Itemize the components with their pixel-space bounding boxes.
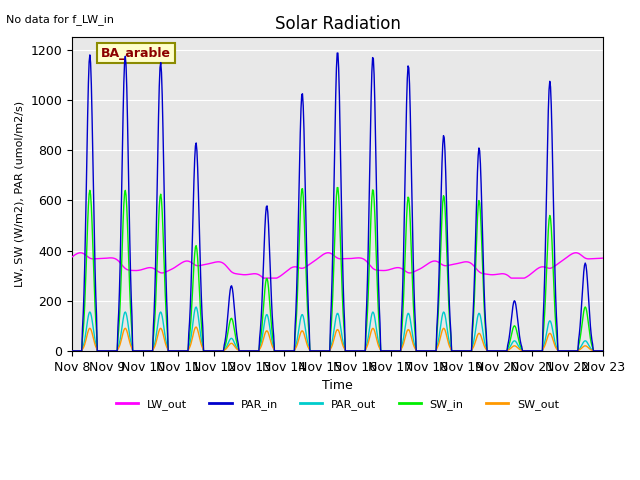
Legend: LW_out, PAR_in, PAR_out, SW_in, SW_out: LW_out, PAR_in, PAR_out, SW_in, SW_out <box>111 395 564 414</box>
Title: Solar Radiation: Solar Radiation <box>275 15 401 33</box>
X-axis label: Time: Time <box>322 379 353 392</box>
Text: No data for f_LW_in: No data for f_LW_in <box>6 14 115 25</box>
Text: BA_arable: BA_arable <box>101 47 171 60</box>
Y-axis label: LW, SW (W/m2), PAR (umol/m2/s): LW, SW (W/m2), PAR (umol/m2/s) <box>15 101 25 287</box>
